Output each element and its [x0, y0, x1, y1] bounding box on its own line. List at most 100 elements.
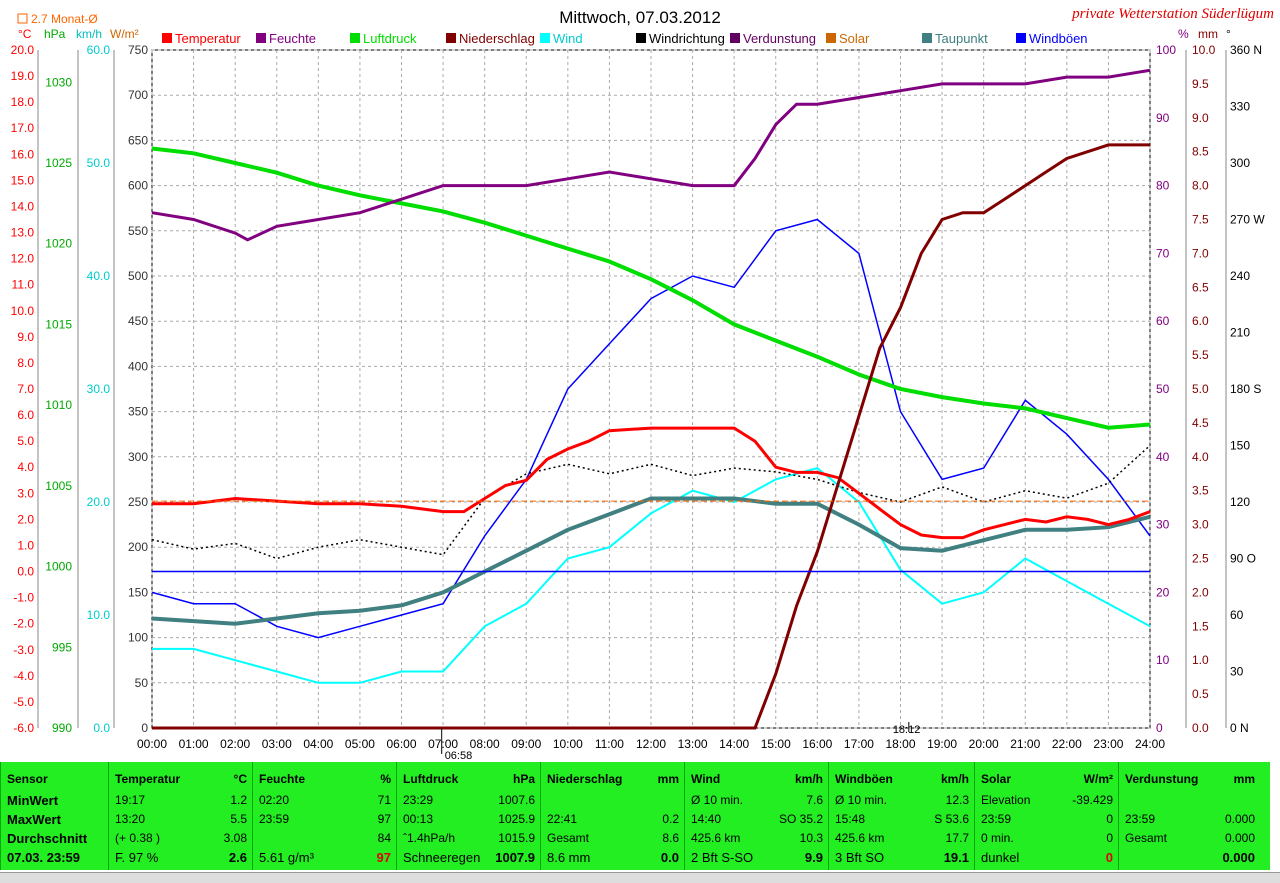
direction-tick-label: 300	[1230, 156, 1250, 170]
panel-row-value: 1007.9	[495, 850, 535, 865]
panel-row-value: 0	[1105, 850, 1113, 865]
panel-row-value: 1025.9	[498, 812, 535, 826]
panel-row-value: 2.6	[228, 850, 247, 865]
panel-row: 14:40 SO 35.2	[691, 812, 823, 830]
pressure-tick-label: 1025	[45, 156, 72, 170]
panel-row-label: 5.61 g/m³	[259, 850, 314, 865]
panel-column: Solar W/m² Elevation -39.429 23:59 0 0 min. 0 du…	[974, 762, 1119, 870]
x-tick-label: 03:00	[262, 737, 292, 751]
rain-tick-label: 8.5	[1192, 145, 1209, 159]
panel-header-label: Luftdruck	[403, 772, 459, 786]
panel-row-value: 97	[377, 812, 391, 826]
panel-row: 23:59 97	[259, 812, 391, 830]
panel-column: Verdunstung mm 23:59 0.000 Gesamt 0.000 0.000	[1118, 762, 1261, 870]
rain-tick-label: 2.5	[1192, 552, 1209, 566]
solar-tick-label: 350	[128, 405, 148, 419]
legend-swatch	[256, 33, 266, 43]
rain-tick-label: 0.5	[1192, 687, 1209, 701]
rain-tick-label: 5.5	[1192, 348, 1209, 362]
panel-column: Sensor MinWert MaxWert Durchschnitt 07.03. 2…	[0, 762, 109, 870]
panel-row: 8.6 mm 0.0	[547, 850, 679, 868]
x-tick-label: 15:00	[761, 737, 791, 751]
temp-tick-label: 4.0	[17, 460, 34, 474]
humidity-unit: %	[1178, 27, 1189, 41]
panel-row: 5.61 g/m³ 97	[259, 850, 391, 868]
panel-row-value: 19.1	[943, 850, 969, 865]
solar-tick-label: 700	[128, 88, 148, 102]
legend-label: Solar	[839, 31, 870, 46]
panel-row-value: 0.2	[662, 812, 679, 826]
series-windrichtung	[151, 444, 1151, 560]
solar-tick-label: 200	[128, 540, 148, 554]
wind-tick-label: 60.0	[87, 43, 111, 57]
temp-tick-label: 6.0	[17, 408, 34, 422]
legend-swatch	[730, 33, 740, 43]
monthavg-checkbox	[17, 13, 28, 24]
rain-tick-label: 6.0	[1192, 314, 1209, 328]
panel-row-value: 0	[1106, 812, 1113, 826]
panel-row-label: 2 Bft S-SO	[691, 850, 754, 865]
direction-tick-label: 30	[1230, 665, 1244, 679]
panel-row-label: 07.03. 23:59	[7, 850, 81, 865]
panel-row-label: Schneeregen	[403, 850, 481, 865]
x-tick-label: 12:00	[636, 737, 666, 751]
panel-row: 23:29 1007.6	[403, 793, 535, 811]
x-tick-label: 00:00	[137, 737, 167, 751]
solar-tick-label: 300	[128, 450, 148, 464]
sunset-label: 18:12	[893, 724, 921, 736]
bottom-strip	[0, 872, 1280, 883]
panel-row-label: Ø 10 min.	[835, 793, 888, 807]
panel-row: 0.000	[1125, 850, 1255, 868]
humidity-tick-label: 0	[1156, 721, 1163, 735]
panel-row-label: 23:59	[259, 812, 290, 826]
temp-tick-label: -3.0	[13, 643, 34, 657]
rain-tick-label: 7.5	[1192, 213, 1209, 227]
pressure-tick-label: 1020	[45, 237, 72, 251]
panel-header-label: Verdunstung	[1125, 772, 1199, 786]
panel-row: MinWert	[7, 793, 103, 811]
panel-row-value: 1.2	[230, 793, 247, 807]
panel-row-value: SO 35.2	[778, 812, 823, 826]
rain-tick-label: 4.0	[1192, 450, 1209, 464]
rain-tick-label: 3.5	[1192, 484, 1209, 498]
panel-header-label: Temperatur	[115, 772, 181, 786]
panel-header-unit: mm	[657, 772, 679, 786]
direction-tick-label: 210	[1230, 326, 1250, 340]
humidity-tick-label: 50	[1156, 382, 1170, 396]
panel-header-unit: km/h	[940, 772, 969, 786]
panel-row: 13:20 5.5	[115, 812, 247, 830]
panel-row-value: 1007.6	[498, 793, 535, 807]
panel-header: Feuchte%	[259, 772, 391, 790]
panel-row: 84	[259, 831, 391, 849]
panel-row-value: 8.6	[662, 831, 679, 845]
temp-tick-label: 2.0	[17, 512, 34, 526]
rain-tick-label: 2.0	[1192, 585, 1209, 599]
pressure-tick-label: 1005	[45, 479, 72, 493]
legend-label: Wind	[553, 31, 583, 46]
solar-tick-label: 450	[128, 314, 148, 328]
panel-row	[1125, 793, 1255, 811]
series-wind	[152, 467, 1151, 684]
panel-header-unit: °C	[233, 772, 247, 786]
humidity-tick-label: 80	[1156, 179, 1170, 193]
temp-tick-label: 0.0	[17, 565, 34, 579]
panel-row-label: 14:40	[691, 812, 722, 826]
panel-row: Elevation -39.429	[981, 793, 1113, 811]
humidity-tick-label: 30	[1156, 518, 1170, 532]
rain-unit: mm	[1198, 27, 1218, 41]
solar-tick-label: 400	[128, 359, 148, 373]
pressure-tick-label: 1000	[45, 560, 72, 574]
humidity-tick-label: 20	[1156, 585, 1170, 599]
rain-tick-label: 7.0	[1192, 246, 1209, 260]
panel-row-value: 12.3	[945, 793, 969, 807]
humidity-tick-label: 60	[1156, 314, 1170, 328]
x-tick-label: 02:00	[220, 737, 250, 751]
panel-row-value: 71	[377, 793, 391, 807]
panel-row: Schneeregen 1007.9	[403, 850, 535, 868]
x-tick-label: 13:00	[678, 737, 708, 751]
panel-row: 23:59 0	[981, 812, 1113, 830]
rain-tick-label: 9.5	[1192, 77, 1209, 91]
panel-header-unit: W/m²	[1083, 772, 1113, 786]
x-tick-label: 09:00	[511, 737, 541, 751]
humidity-tick-label: 70	[1156, 246, 1170, 260]
